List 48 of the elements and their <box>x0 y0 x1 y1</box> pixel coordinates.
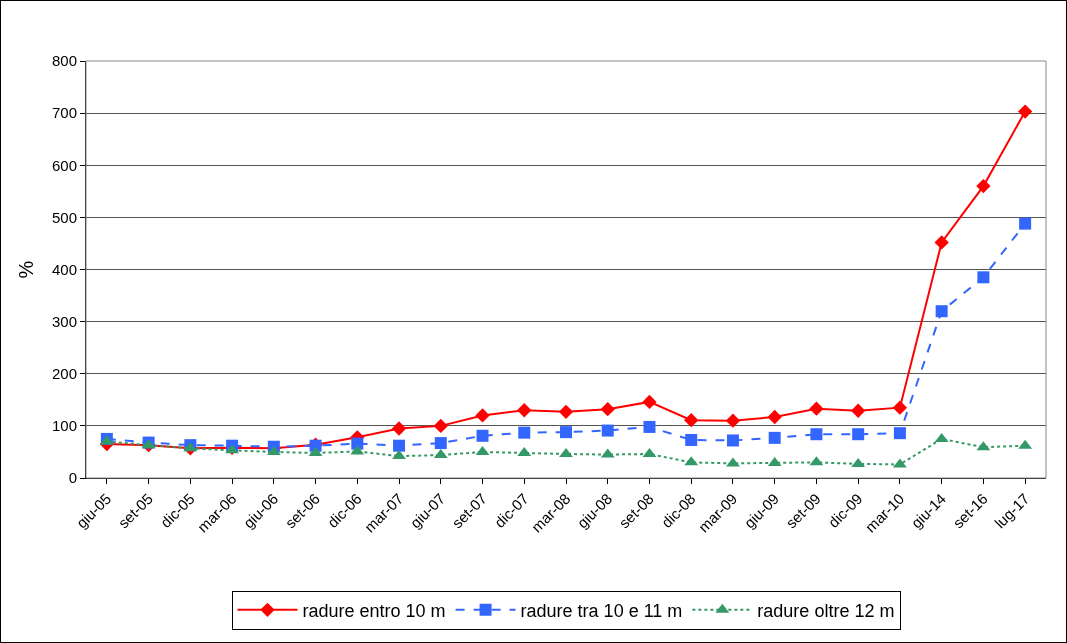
point <box>1017 104 1033 119</box>
point <box>934 235 949 250</box>
point <box>726 434 739 447</box>
point <box>518 426 531 439</box>
legend-label: radure tra 10 e 11 m <box>520 600 683 621</box>
y-tick-label: 700 <box>51 104 77 122</box>
point <box>685 433 698 446</box>
y-axis-title: % <box>15 260 38 279</box>
point <box>810 428 823 441</box>
point <box>642 394 657 410</box>
point <box>433 418 448 434</box>
point <box>1019 217 1032 230</box>
y-tick-label: 800 <box>51 52 77 70</box>
point <box>476 429 489 442</box>
point <box>392 450 406 460</box>
point <box>560 426 572 439</box>
y-tick-label: 200 <box>51 365 77 382</box>
point <box>767 409 782 425</box>
point <box>475 408 490 423</box>
y-tick-label: 600 <box>51 156 77 174</box>
point <box>725 413 741 428</box>
y-tick-label: 100 <box>51 417 77 435</box>
point <box>976 178 991 194</box>
point <box>768 431 781 444</box>
point <box>393 439 406 452</box>
y-tick-label: 500 <box>51 208 77 226</box>
point <box>600 402 615 417</box>
point <box>391 421 407 436</box>
legend-label: radure entro 10 m <box>302 600 446 621</box>
point <box>517 403 532 418</box>
y-tick-label: 400 <box>51 260 77 278</box>
point <box>977 271 990 284</box>
point <box>434 437 447 450</box>
legend-label: radure oltre 12 m <box>757 600 895 621</box>
point <box>809 401 824 416</box>
point <box>726 457 740 467</box>
point <box>851 403 866 418</box>
point <box>935 305 948 318</box>
point <box>559 448 573 458</box>
point <box>684 412 699 428</box>
point <box>601 424 614 437</box>
y-tick-label: 0 <box>68 469 77 487</box>
point <box>643 420 656 433</box>
y-tick-label: 300 <box>51 312 77 330</box>
point <box>852 428 865 441</box>
point <box>893 427 906 440</box>
point <box>892 400 908 415</box>
point <box>558 404 574 419</box>
